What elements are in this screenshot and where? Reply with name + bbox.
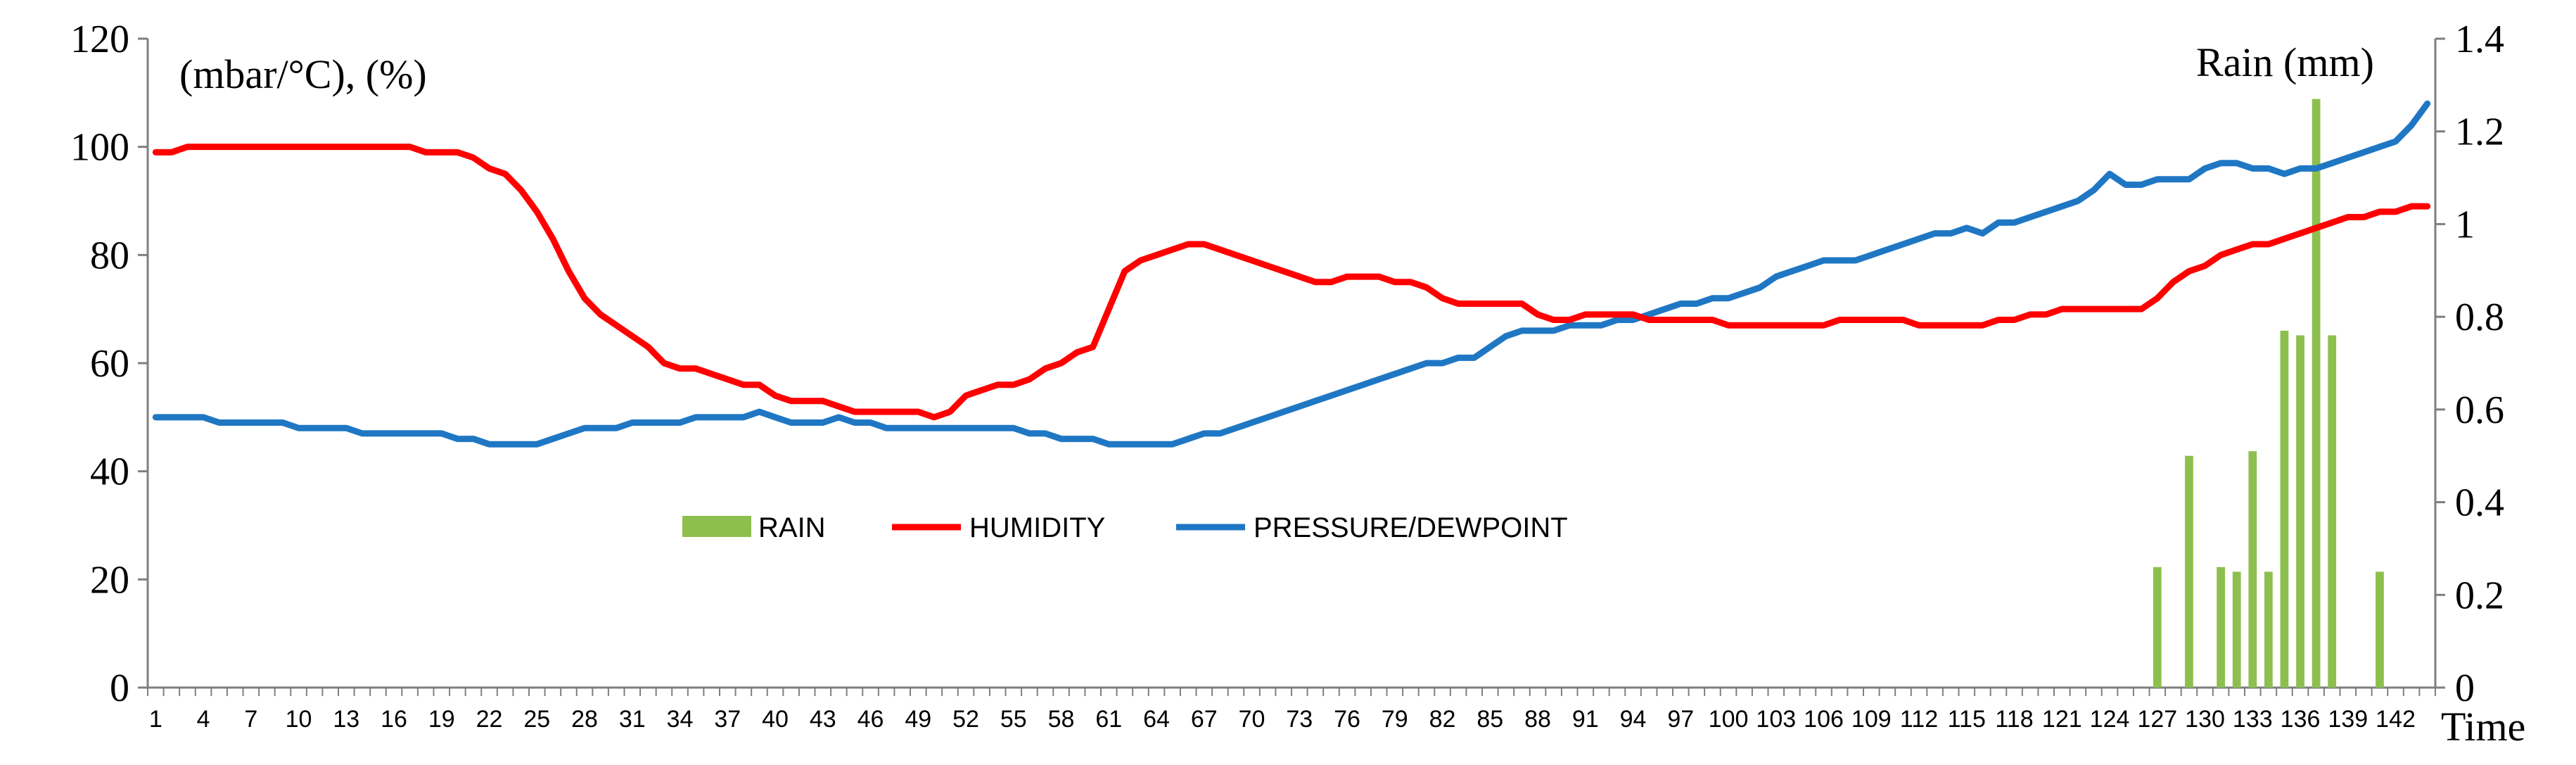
x-tick-label: 70 — [1239, 706, 1265, 733]
x-tick-label: 82 — [1429, 706, 1456, 733]
x-tick-label: 1 — [149, 706, 162, 733]
x-tick-label: 106 — [1804, 706, 1844, 733]
humidity-line — [152, 144, 2431, 421]
rain-bar — [2312, 99, 2321, 688]
x-tick-label: 88 — [1524, 706, 1551, 733]
left-tick-label: 100 — [70, 126, 129, 170]
left-tick-label: 20 — [90, 558, 129, 602]
x-tick-label: 28 — [571, 706, 598, 733]
left-tick-label: 120 — [70, 18, 129, 61]
x-tick-label: 55 — [1000, 706, 1027, 733]
legend-rain-swatch — [682, 516, 751, 537]
x-tick-label: 91 — [1572, 706, 1599, 733]
x-tick-label: 124 — [2090, 706, 2130, 733]
x-tick-label: 4 — [197, 706, 210, 733]
rain-bar — [2232, 571, 2241, 688]
x-tick-label: 64 — [1143, 706, 1170, 733]
right-tick-label: 0.2 — [2455, 574, 2504, 617]
x-tick-label: 100 — [1709, 706, 1749, 733]
rain-bar — [2328, 335, 2337, 688]
legend-rain-label: RAIN — [758, 512, 826, 543]
left-tick-label: 80 — [90, 234, 129, 277]
x-tick-label: 97 — [1667, 706, 1694, 733]
rain-bar — [2185, 455, 2193, 688]
x-tick-label: 142 — [2376, 706, 2416, 733]
x-tick-label: 25 — [523, 706, 550, 733]
rain-bar — [2280, 330, 2289, 688]
rain-bar — [2217, 567, 2225, 688]
left-tick-label: 0 — [110, 666, 129, 710]
x-tick-label: 127 — [2137, 706, 2177, 733]
x-tick-label: 22 — [476, 706, 503, 733]
legend-humidity-label: HUMIDITY — [969, 512, 1105, 543]
right-tick-label: 0.6 — [2455, 388, 2504, 432]
x-tick-label: 130 — [2185, 706, 2225, 733]
x-tick-label: 34 — [667, 706, 694, 733]
x-tick-label: 40 — [762, 706, 789, 733]
x-tick-label: 76 — [1334, 706, 1360, 733]
x-tick-label: 73 — [1286, 706, 1313, 733]
x-tick-label: 136 — [2281, 706, 2321, 733]
right-tick-label: 0.8 — [2455, 296, 2504, 339]
left-tick-label: 40 — [90, 450, 129, 494]
x-tick-label: 16 — [381, 706, 407, 733]
rain-bar — [2248, 451, 2257, 688]
x-tick-label: 67 — [1191, 706, 1218, 733]
rain-bar — [2264, 571, 2273, 688]
rain-bar — [2296, 335, 2304, 688]
x-tick-label: 133 — [2233, 706, 2273, 733]
x-tick-label: 79 — [1382, 706, 1408, 733]
x-tick-label: 109 — [1851, 706, 1892, 733]
rain-bar — [2153, 567, 2162, 688]
right-tick-label: 1 — [2455, 203, 2475, 246]
x-tick-label: 37 — [714, 706, 741, 733]
rain-bar — [2376, 571, 2384, 688]
x-tick-label: 43 — [810, 706, 836, 733]
left-axis-label: (mbar/°C), (%) — [179, 51, 427, 97]
rain-bars — [2153, 99, 2384, 688]
x-tick-label: 85 — [1477, 706, 1503, 733]
x-tick-label: 46 — [857, 706, 884, 733]
left-tick-label: 60 — [90, 342, 129, 386]
x-tick-label: 94 — [1620, 706, 1647, 733]
x-tick-label: 103 — [1756, 706, 1796, 733]
legend-pressure-label: PRESSURE/DEWPOINT — [1254, 512, 1568, 543]
right-tick-label: 1.4 — [2455, 18, 2504, 61]
x-tick-label: 19 — [428, 706, 455, 733]
x-tick-label: 49 — [905, 706, 931, 733]
pressure-dewpoint-line — [152, 100, 2431, 448]
right-tick-label: 1.2 — [2455, 110, 2504, 154]
x-tick-label: 118 — [1995, 706, 2033, 733]
x-tick-label: 10 — [286, 706, 312, 733]
x-tick-label: 139 — [2328, 706, 2368, 733]
right-tick-label: 0.4 — [2455, 481, 2504, 525]
x-tick-label: 31 — [619, 706, 646, 733]
right-tick-label: 0 — [2455, 666, 2475, 710]
x-tick-label: 58 — [1048, 706, 1075, 733]
x-tick-label: 7 — [244, 706, 257, 733]
legend: RAIN HUMIDITY PRESSURE/DEWPOINT — [682, 512, 1568, 543]
x-tick-label: 112 — [1900, 706, 1938, 733]
x-tick-label: 121 — [2042, 706, 2082, 733]
right-axis-label: Rain (mm) — [2196, 39, 2374, 85]
x-tick-label: 61 — [1095, 706, 1122, 733]
x-axis-label: Time — [2441, 704, 2525, 750]
x-tick-label: 52 — [952, 706, 979, 733]
x-tick-label: 115 — [1948, 706, 1986, 733]
x-tick-label: 13 — [333, 706, 359, 733]
